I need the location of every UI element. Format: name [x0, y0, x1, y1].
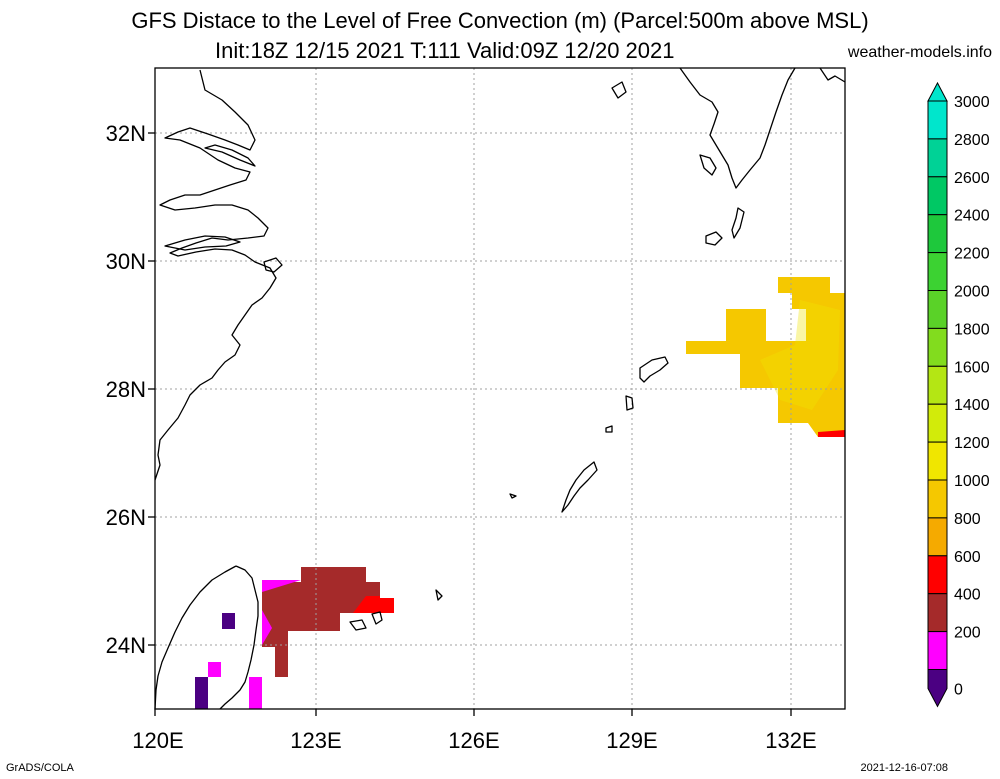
- colorbar-segment: [927, 517, 948, 557]
- colorbar-segment: [927, 441, 948, 481]
- lon-label: 132E: [765, 728, 816, 753]
- colorbar-label: 1600: [954, 359, 990, 376]
- map-title: GFS Distace to the Level of Free Convect…: [131, 8, 869, 33]
- site-credit: weather-models.info: [847, 44, 992, 61]
- lat-label: 24N: [106, 633, 146, 658]
- yangtze-mouth: [204, 144, 256, 167]
- shade-field-sw-magenta: [262, 580, 301, 592]
- shade-cell: [195, 677, 208, 709]
- colorbar-label: 0: [954, 681, 963, 698]
- colorbar: 3000280026002400220020001800160014001200…: [927, 81, 990, 708]
- shade-field-east-core: [760, 300, 840, 410]
- goto-island: [611, 81, 627, 99]
- kyushu: [679, 67, 796, 189]
- lon-labels: 120E 123E 126E 129E 132E: [132, 728, 816, 753]
- lat-labels: 32N 30N 28N 26N 24N: [106, 121, 146, 658]
- colorbar-label: 800: [954, 511, 981, 528]
- shikoku-edge: [819, 67, 846, 83]
- colorbar-label: 2600: [954, 170, 990, 187]
- zhoushan-island: [263, 257, 283, 273]
- colorbar-label: 1200: [954, 435, 990, 452]
- yakushima: [705, 231, 723, 246]
- colorbar-segment: [927, 403, 948, 443]
- shade-field-sw-brown: [262, 567, 380, 677]
- colorbar-segment: [927, 631, 948, 670]
- lon-label: 120E: [132, 728, 183, 753]
- shade-cell: [249, 677, 262, 709]
- lat-label: 32N: [106, 121, 146, 146]
- small-island: [435, 589, 443, 601]
- tanegashima: [731, 207, 745, 239]
- shade-field-east-red: [818, 430, 845, 437]
- footer-credit: GrADS/COLA: [6, 762, 74, 774]
- coastlines: [154, 67, 846, 710]
- colorbar-segment: [927, 555, 948, 595]
- shade-field-sw-red: [353, 596, 394, 613]
- colorbar-label: 2400: [954, 208, 990, 225]
- axis-ticks: [148, 132, 792, 716]
- shade-cell: [222, 613, 235, 629]
- colorbar-label: 3000: [954, 94, 990, 111]
- okinawa-island: [561, 461, 598, 513]
- lat-label: 28N: [106, 377, 146, 402]
- small-island: [605, 425, 613, 433]
- china-coast: [154, 69, 277, 481]
- colorbar-segment: [927, 252, 948, 292]
- colorbar-label: 1800: [954, 321, 990, 338]
- colorbar-label: 2800: [954, 132, 990, 149]
- colorbar-label: 200: [954, 625, 981, 642]
- amami-island: [639, 356, 669, 383]
- colorbar-segment: [927, 290, 948, 329]
- colorbar-segment: [927, 100, 948, 140]
- colorbar-segment: [927, 214, 948, 254]
- shade-cell: [208, 662, 221, 677]
- lon-label: 126E: [448, 728, 499, 753]
- taiwan: [154, 565, 259, 710]
- colorbar-segment: [927, 593, 948, 633]
- colorbar-label: 600: [954, 549, 981, 566]
- colorbar-label: 1400: [954, 397, 990, 414]
- lon-label: 123E: [290, 728, 341, 753]
- colorbar-label: 400: [954, 587, 981, 604]
- colorbar-segment: [927, 365, 948, 405]
- lat-label: 26N: [106, 505, 146, 530]
- small-island: [509, 493, 517, 499]
- lat-label: 30N: [106, 249, 146, 274]
- colorbar-segment: [927, 327, 948, 367]
- lon-label: 129E: [606, 728, 657, 753]
- colorbar-segment: [927, 479, 948, 519]
- kyushu-bay: [699, 154, 717, 176]
- shade-field-east: [686, 277, 845, 437]
- tokunoshima: [625, 395, 634, 411]
- map-subtitle: Init:18Z 12/15 2021 T:111 Valid:09Z 12/2…: [215, 38, 675, 63]
- colorbar-label: 2000: [954, 284, 990, 301]
- colorbar-label: 1000: [954, 473, 990, 490]
- colorbar-segment: [927, 176, 948, 216]
- colorbar-label: 2200: [954, 246, 990, 263]
- yaeyama-island: [349, 619, 367, 631]
- map-gridlines: [155, 68, 845, 709]
- shaded-fields: [195, 277, 845, 709]
- colorbar-segment: [927, 138, 948, 178]
- footer-timestamp: 2021-12-16-07:08: [860, 762, 948, 774]
- colorbar-bottom-arrow: [927, 669, 948, 708]
- miyako-island: [371, 611, 383, 625]
- hangzhou-bay: [164, 235, 241, 251]
- shade-field-sw-magenta-2: [262, 610, 272, 645]
- colorbar-top-arrow: [927, 81, 948, 102]
